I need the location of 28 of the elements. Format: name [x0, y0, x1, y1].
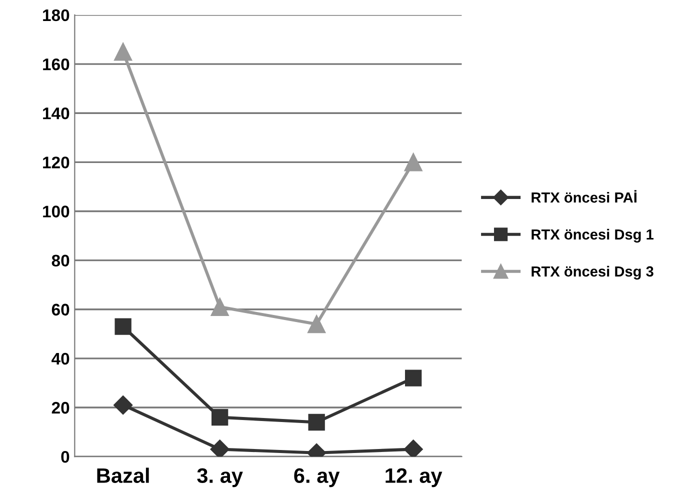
legend-label: RTX öncesi Dsg 1 [532, 228, 654, 243]
point [308, 315, 326, 334]
point [308, 414, 325, 431]
y-tick-label: 180 [43, 9, 70, 22]
legend-label: RTX öncesi PAİ [532, 190, 636, 203]
y-tick-label: 60 [52, 304, 70, 316]
x-tick-label: 12. ay [386, 468, 442, 488]
y-tick-label: 160 [43, 58, 70, 70]
point [211, 408, 228, 426]
x-tick-label: Bazal [97, 468, 149, 483]
point [114, 396, 133, 415]
point [114, 318, 132, 335]
y-tick-label: 100 [43, 206, 70, 218]
x-tick-label: 6. ay [294, 468, 340, 488]
y-tick-label: 120 [43, 156, 70, 168]
y-tick-label: 0 [61, 450, 70, 463]
point [405, 370, 422, 386]
point [210, 298, 229, 316]
point [114, 42, 132, 61]
point [404, 153, 422, 172]
point [210, 440, 230, 457]
x-tick-label: 3. ay [197, 468, 243, 488]
y-tick-label: 140 [43, 108, 70, 120]
y-tick-label: 20 [52, 402, 70, 414]
y-tick-label: 80 [52, 254, 70, 267]
point [404, 440, 423, 457]
legend-label: RTX öncesi Dsg 3 [532, 266, 654, 280]
y-tick-label: 40 [52, 352, 70, 365]
